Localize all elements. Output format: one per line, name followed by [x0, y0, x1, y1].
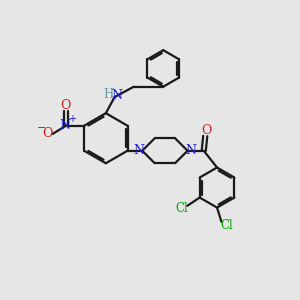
Text: N: N [133, 144, 144, 157]
Text: −: − [37, 123, 46, 133]
Text: Cl: Cl [220, 219, 233, 232]
Text: N: N [112, 89, 122, 102]
Text: H: H [103, 88, 113, 101]
Text: O: O [61, 100, 71, 112]
Text: N: N [60, 118, 71, 132]
Text: O: O [42, 128, 52, 140]
Text: +: + [68, 114, 76, 124]
Text: Cl: Cl [176, 202, 188, 215]
Text: O: O [202, 124, 212, 137]
Text: N: N [186, 144, 196, 157]
